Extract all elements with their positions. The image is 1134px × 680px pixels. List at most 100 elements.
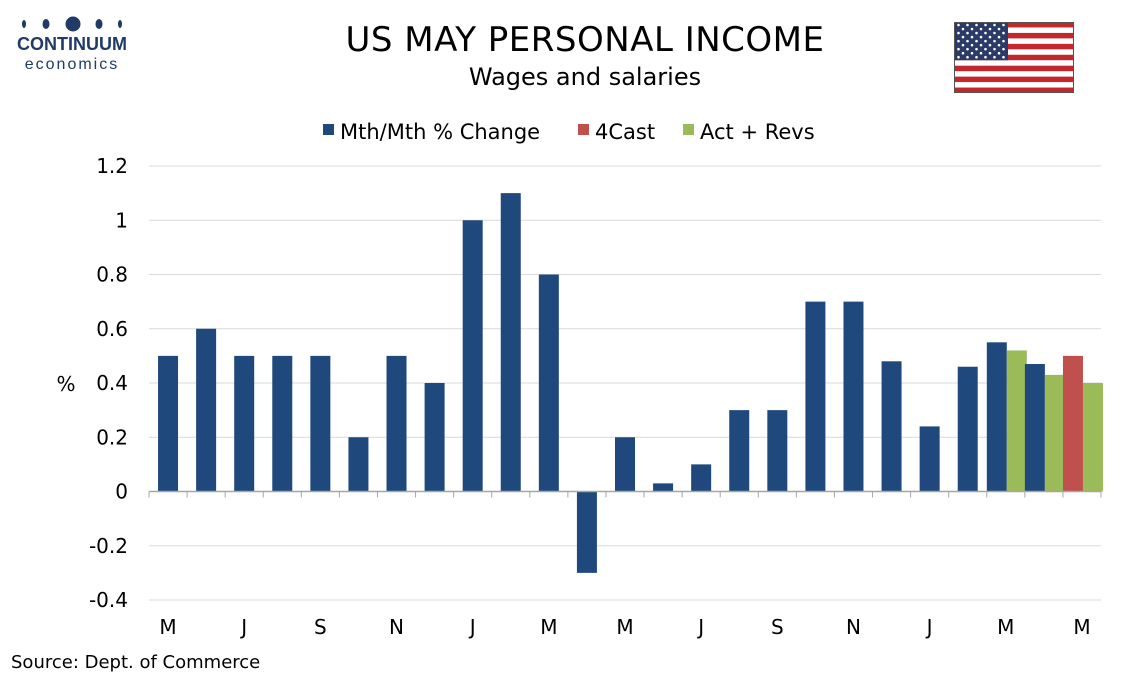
- bar-mth-change: [386, 355, 407, 492]
- flag-star: [984, 31, 987, 35]
- x-tick-label: J: [468, 615, 476, 639]
- flag-star: [984, 47, 987, 51]
- flag-star: [979, 27, 983, 31]
- flag-star: [961, 51, 965, 55]
- bar-mth-change: [805, 301, 826, 492]
- flag-star: [975, 31, 978, 35]
- x-tick-label: M: [540, 615, 557, 639]
- bar-mth-change: [653, 483, 674, 492]
- flag-star: [1002, 47, 1005, 51]
- flag-star: [957, 47, 960, 51]
- flag-star: [966, 31, 969, 35]
- flag-star: [975, 23, 978, 27]
- bar-mth-change: [729, 410, 750, 492]
- flag-star: [966, 47, 969, 51]
- flag-star: [970, 43, 974, 47]
- y-tick-label: 0.6: [96, 317, 128, 341]
- legend-swatch: [323, 124, 334, 135]
- flag-star: [975, 55, 978, 59]
- y-tick-label: 0.4: [96, 371, 128, 395]
- bar-act-revs: [1006, 350, 1027, 492]
- flag-star: [984, 39, 987, 43]
- flag-star: [1002, 39, 1005, 43]
- flag-star: [975, 47, 978, 51]
- flag-border: [954, 22, 1074, 93]
- flag-star: [966, 39, 969, 43]
- flag-star: [1002, 31, 1005, 35]
- flag-star: [979, 43, 983, 47]
- flag-star: [993, 23, 996, 27]
- bar-mth-change: [196, 328, 217, 492]
- x-tick-label: M: [616, 615, 633, 639]
- flag-star: [970, 27, 974, 31]
- bar-mth-change: [986, 342, 1007, 492]
- chart-subtitle: Wages and salaries: [468, 63, 702, 91]
- bar-mth-change: [424, 383, 445, 492]
- flag-stripe: [954, 87, 1074, 93]
- legend-swatch: [578, 124, 589, 135]
- bar-mth-change: [348, 437, 369, 492]
- flag-star: [988, 43, 992, 47]
- legend-label: Mth/Mth % Change: [340, 120, 540, 144]
- x-tick-label: J: [239, 615, 247, 639]
- y-tick-label: 0: [115, 480, 128, 504]
- bar-mth-change: [691, 464, 712, 492]
- flag-star: [984, 55, 987, 59]
- y-tick-label: 1.2: [96, 154, 128, 178]
- bar-mth-change: [919, 426, 940, 492]
- bar-mth-change: [538, 274, 559, 492]
- flag-star: [993, 55, 996, 59]
- source-note: Source: Dept. of Commerce: [11, 652, 261, 673]
- chart-title: US MAY PERSONAL INCOME: [345, 20, 825, 60]
- continuum-logo: CONTINUUM economics: [12, 14, 132, 76]
- flag-star: [993, 47, 996, 51]
- flag-stripe: [954, 32, 1074, 39]
- flag-star: [957, 31, 960, 35]
- flag-star: [961, 27, 965, 31]
- flag-star: [988, 35, 992, 39]
- flag-star: [957, 39, 960, 43]
- flag-star: [997, 43, 1001, 47]
- x-tick-label: N: [846, 615, 861, 639]
- bar-mth-change: [881, 361, 902, 492]
- y-tick-label: 0.2: [96, 425, 128, 449]
- x-tick-label: S: [771, 615, 784, 639]
- flag-star: [1002, 55, 1005, 59]
- us-flag-icon: [954, 22, 1074, 93]
- flag-star: [997, 27, 1001, 31]
- x-tick-label: J: [696, 615, 704, 639]
- logo-dots-icon: [22, 16, 122, 32]
- x-tick-label: S: [314, 615, 327, 639]
- bar-act-revs: [1082, 383, 1103, 492]
- y-tick-label: -0.2: [89, 534, 128, 558]
- bar-mth-change: [843, 301, 864, 492]
- flag-star: [970, 51, 974, 55]
- logo-subtext: economics: [24, 56, 120, 73]
- bar-mth-change: [462, 220, 483, 492]
- bar-mth-change: [500, 193, 521, 492]
- bar-mth-change: [272, 355, 293, 492]
- flag-stripe: [954, 54, 1074, 61]
- bar-mth-change: [615, 437, 635, 492]
- y-axis-label: %: [56, 372, 75, 396]
- flag-star: [961, 35, 965, 39]
- flag-star: [993, 31, 996, 35]
- flag-star: [997, 35, 1001, 39]
- flag-stripe: [954, 76, 1074, 83]
- x-tick-label: M: [159, 615, 176, 639]
- y-tick-label: -0.4: [89, 588, 128, 612]
- logo-brand: CONTINUUM: [17, 34, 127, 54]
- legend-label: 4Cast: [595, 120, 655, 144]
- bar-mth-change: [767, 410, 788, 492]
- flag-star: [975, 39, 978, 43]
- bar-mth-change: [158, 355, 179, 492]
- y-tick-label: 1: [115, 208, 128, 232]
- bar-mth-change: [576, 491, 597, 573]
- bar-4cast: [1062, 355, 1083, 492]
- y-tick-label: 0.8: [96, 263, 128, 287]
- x-tick-label: M: [1073, 615, 1090, 639]
- flag-star: [993, 39, 996, 43]
- flag-star: [979, 51, 983, 55]
- flag-star: [957, 23, 960, 27]
